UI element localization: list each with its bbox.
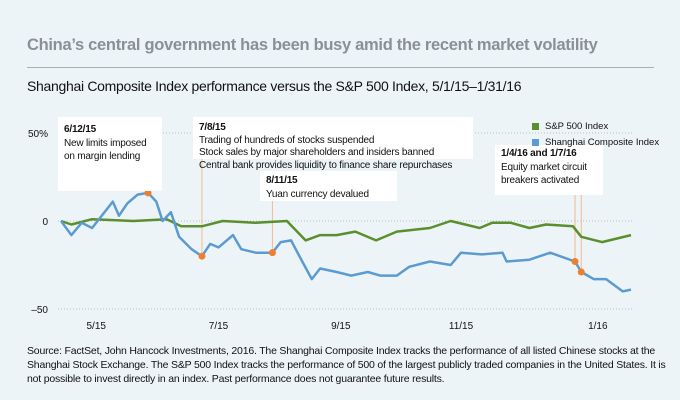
annotation-text: Central bank provides liquidity to finan… <box>199 159 453 171</box>
legend-label: Shanghai Composite Index <box>545 136 660 148</box>
chart-legend: S&P 500 Index Shanghai Composite Index <box>532 118 659 150</box>
event-marker <box>198 252 206 260</box>
y-tick-label: 50% <box>28 129 48 140</box>
annotation-text: New limits imposed <box>64 137 147 149</box>
annotation-date: 8/11/15 <box>266 175 298 186</box>
chart-subtitle: Shanghai Composite Index performance ver… <box>27 78 522 94</box>
source-note: Source: FactSet, John Hancock Investment… <box>27 345 666 385</box>
x-tick-label: 1/16 <box>588 321 608 332</box>
sp500-line <box>60 217 632 244</box>
legend-swatch-green <box>532 122 539 130</box>
x-tick-label: 11/15 <box>449 321 474 332</box>
annotation-7-8-15: 7/8/15 Trading of hundreds of stocks sus… <box>193 117 473 171</box>
legend-item-sp500: S&P 500 Index <box>532 118 659 134</box>
annotation-1-4-16: 1/4/16 and 1/7/16 Equity market circuit … <box>495 145 603 195</box>
annotation-text: Stock sales by major shareholders and in… <box>199 147 435 158</box>
annotation-date: 1/4/16 and 1/7/16 <box>501 148 577 159</box>
y-tick-label: 0 <box>42 217 48 228</box>
annotation-text: breakers activated <box>501 175 580 186</box>
annotation-date: 6/12/15 <box>64 124 96 135</box>
event-marker <box>577 268 585 276</box>
event-marker <box>571 257 579 265</box>
y-tick-label: –50 <box>31 305 48 316</box>
page-title: China’s central government has been busy… <box>27 36 598 54</box>
shanghai-line <box>59 191 632 293</box>
annotation-date: 7/8/15 <box>199 122 226 133</box>
annotation-text: Trading of hundreds of stocks suspended <box>199 134 375 146</box>
annotation-text: Equity market circuit <box>501 161 587 173</box>
x-tick-label: 9/15 <box>331 321 351 332</box>
event-marker <box>144 189 152 197</box>
annotation-8-11-15: 8/11/15 Yuan currency devalued <box>260 171 397 201</box>
legend-swatch-blue <box>532 138 539 146</box>
annotation-6-12-15: 6/12/15 New limits imposed on margin len… <box>58 117 162 191</box>
x-tick-label: 7/15 <box>209 321 229 332</box>
title-divider <box>27 67 654 68</box>
x-tick-label: 5/15 <box>87 321 107 332</box>
event-marker <box>268 249 276 257</box>
annotation-text: Yuan currency devalued <box>266 188 369 200</box>
legend-label: S&P 500 Index <box>545 120 609 132</box>
legend-item-shanghai: Shanghai Composite Index <box>532 134 659 150</box>
annotation-text: on margin lending <box>64 151 141 162</box>
